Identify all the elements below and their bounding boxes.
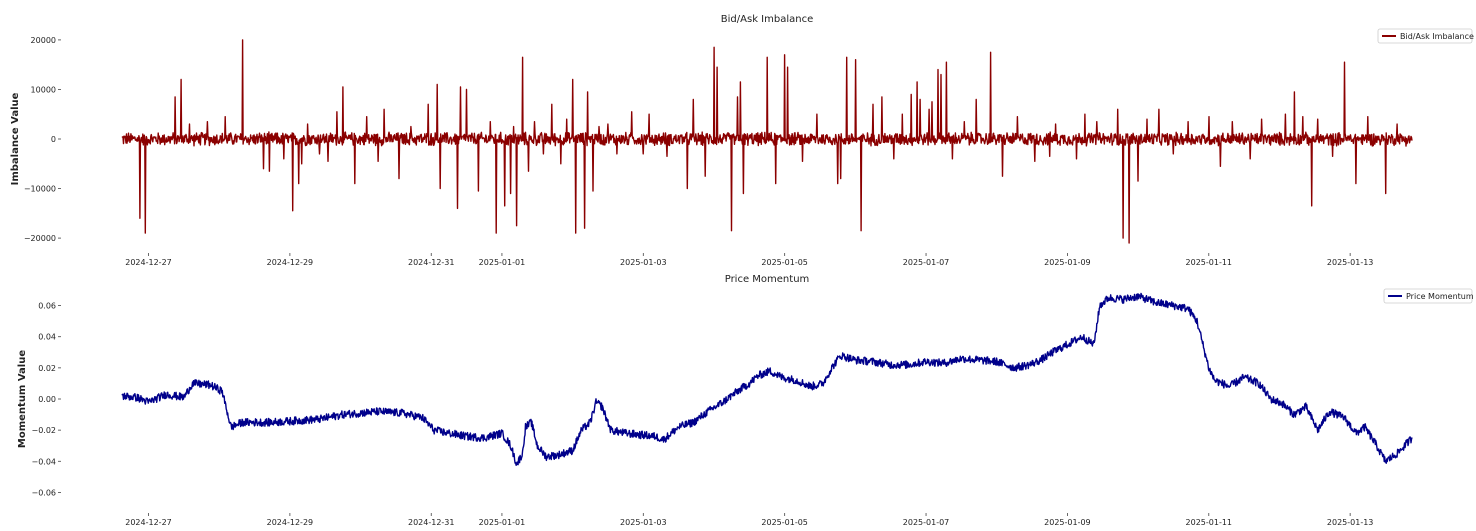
y-axis-label: Momentum Value bbox=[17, 350, 28, 448]
x-tick-label: 2024-12-29 bbox=[267, 258, 314, 267]
y-tick-label: −0.06 bbox=[31, 488, 56, 497]
x-tick-label: 2025-01-11 bbox=[1186, 518, 1233, 527]
y-tick-label: −10000 bbox=[24, 185, 56, 194]
x-tick-label: 2025-01-03 bbox=[620, 518, 667, 527]
x-tick-label: 2025-01-07 bbox=[903, 258, 950, 267]
x-tick-label: 2024-12-31 bbox=[408, 518, 455, 527]
y-tick-label: 0.02 bbox=[38, 364, 56, 373]
y-tick-label: 0 bbox=[51, 135, 56, 144]
x-tick-label: 2025-01-01 bbox=[479, 258, 526, 267]
legend: Price Momentum bbox=[1383, 288, 1474, 304]
momentum-chart: Price Momentum Momentum Value 0.06 0.04 0.02… bbox=[17, 274, 1474, 527]
y-tick-label: 20000 bbox=[31, 36, 56, 45]
momentum-series-line bbox=[121, 292, 1413, 466]
y-tick-label: −0.02 bbox=[31, 426, 56, 435]
x-tick-label: 2025-01-07 bbox=[903, 518, 950, 527]
x-tick-label: 2024-12-27 bbox=[125, 258, 172, 267]
y-tick-label: −0.04 bbox=[31, 457, 56, 466]
x-tick-label: 2025-01-11 bbox=[1186, 258, 1233, 267]
x-tick-label: 2025-01-13 bbox=[1327, 258, 1374, 267]
y-tick-label: 0.00 bbox=[38, 395, 56, 404]
x-tick-label: 2025-01-09 bbox=[1044, 518, 1091, 527]
chart-title: Bid/Ask Imbalance bbox=[721, 14, 813, 25]
x-tick-label: 2025-01-05 bbox=[761, 258, 808, 267]
x-tick-label: 2025-01-09 bbox=[1044, 258, 1091, 267]
legend-label: Bid/Ask Imbalance bbox=[1400, 32, 1474, 41]
legend-box bbox=[1377, 28, 1473, 44]
legend: Bid/Ask Imbalance bbox=[1377, 28, 1474, 44]
x-tick-label: 2025-01-01 bbox=[479, 518, 526, 527]
imbalance-chart: Bid/Ask Imbalance Imbalance Value 20000 100… bbox=[10, 14, 1474, 267]
y-tick-label: 0.04 bbox=[38, 333, 56, 342]
x-tick-label: 2025-01-05 bbox=[761, 518, 808, 527]
imbalance-series-line bbox=[121, 39, 1413, 244]
x-tick-label: 2024-12-31 bbox=[408, 258, 455, 267]
x-tick-label: 2025-01-03 bbox=[620, 258, 667, 267]
x-tick-label: 2025-01-13 bbox=[1327, 518, 1374, 527]
legend-label: Price Momentum bbox=[1406, 292, 1474, 301]
chart-title: Price Momentum bbox=[725, 274, 810, 285]
y-tick-label: 10000 bbox=[31, 85, 56, 94]
y-axis-label: Imbalance Value bbox=[10, 92, 21, 185]
x-tick-label: 2024-12-27 bbox=[125, 518, 172, 527]
y-tick-label: 0.06 bbox=[38, 302, 56, 311]
x-tick-label: 2024-12-29 bbox=[267, 518, 314, 527]
legend-box bbox=[1383, 288, 1473, 304]
y-tick-label: −20000 bbox=[24, 234, 56, 243]
